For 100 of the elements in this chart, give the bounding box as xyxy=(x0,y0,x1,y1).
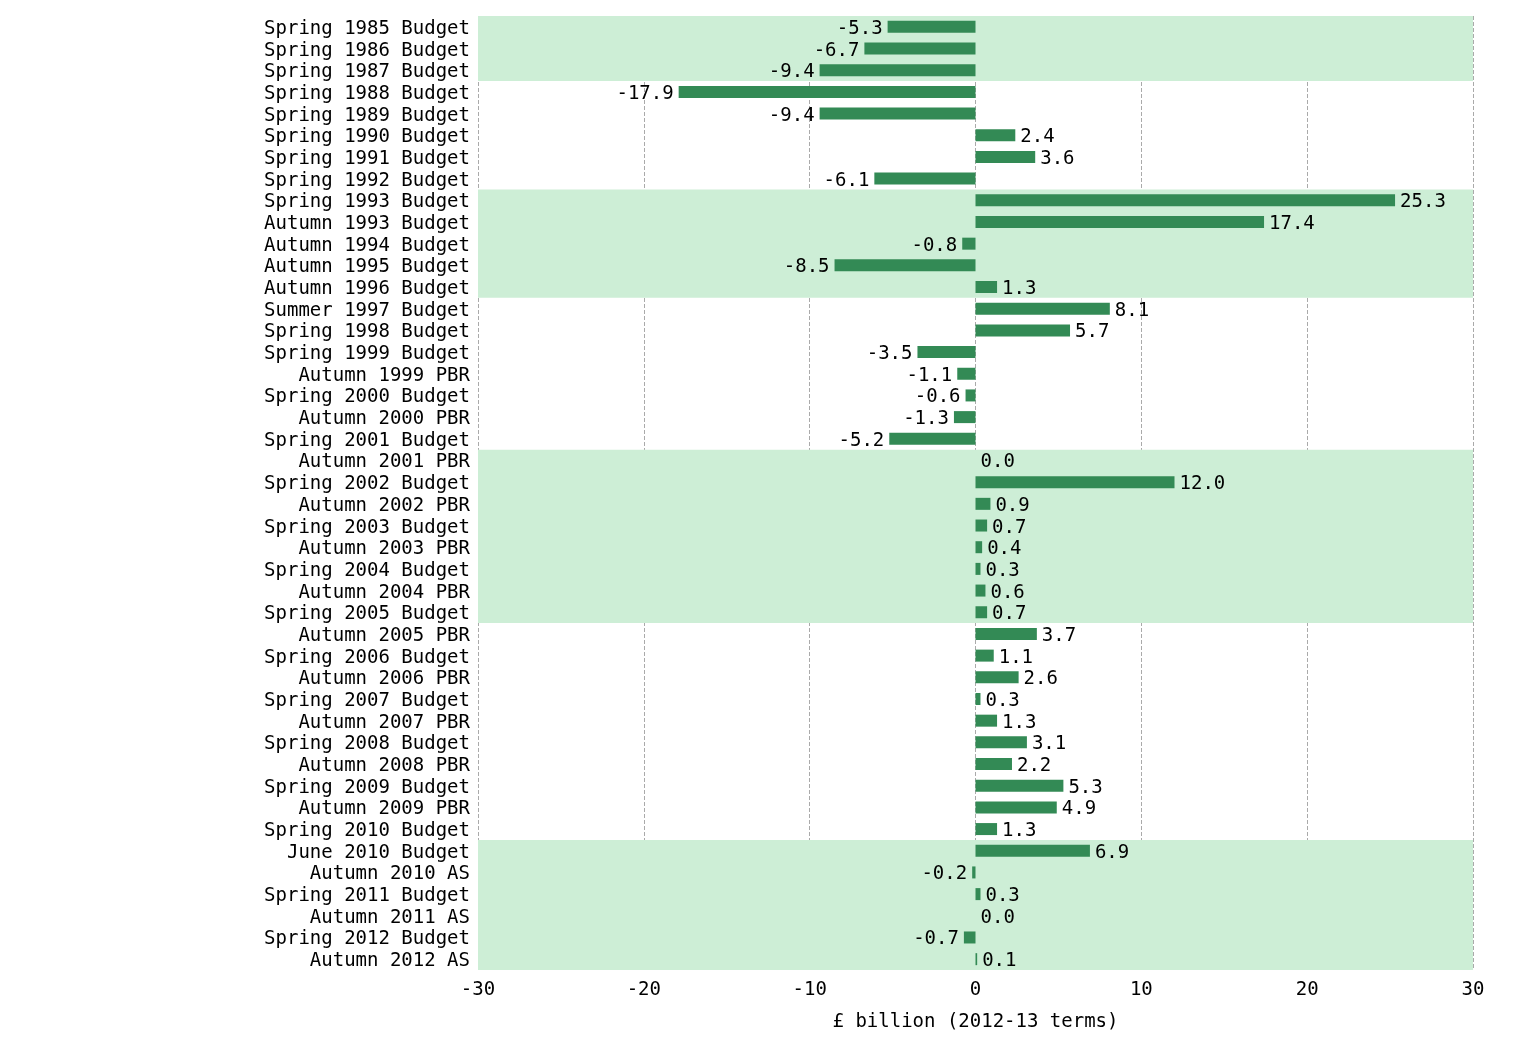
y-tick-label: Autumn 1995 Budget xyxy=(264,254,470,277)
data-label: 0.0 xyxy=(980,449,1015,472)
y-tick-label: Autumn 2007 PBR xyxy=(298,709,471,732)
x-axis-title: £ billion (2012-13 terms) xyxy=(832,1008,1119,1031)
x-tick-label: -20 xyxy=(626,976,661,999)
data-label: 0.6 xyxy=(990,579,1025,602)
y-tick-label: Spring 1989 Budget xyxy=(264,102,470,125)
bar xyxy=(975,302,1110,315)
y-tick-label: Autumn 2001 PBR xyxy=(298,449,471,472)
data-label: 0.3 xyxy=(985,687,1020,710)
data-label: -8.5 xyxy=(783,254,830,277)
data-label: -0.8 xyxy=(911,232,958,255)
y-tick-label: Spring 1993 Budget xyxy=(264,189,470,212)
data-label: 5.3 xyxy=(1068,774,1103,797)
y-tick-label: Spring 1990 Budget xyxy=(264,124,470,147)
data-label: 4.9 xyxy=(1061,796,1097,819)
data-label: 1.3 xyxy=(1002,818,1037,841)
data-label: -17.9 xyxy=(616,80,674,103)
y-tick-label: Autumn 1996 Budget xyxy=(264,276,470,299)
data-label: -0.6 xyxy=(914,384,961,407)
y-tick-label: Autumn 2003 PBR xyxy=(298,536,471,559)
data-label: -3.5 xyxy=(866,341,913,364)
bar xyxy=(975,823,998,836)
bar xyxy=(975,150,1036,163)
data-label: 0.0 xyxy=(980,904,1015,927)
y-tick-label: Spring 1991 Budget xyxy=(264,145,470,168)
data-label: 0.3 xyxy=(985,883,1020,906)
bar xyxy=(889,432,976,445)
bar xyxy=(975,844,1090,857)
x-tick-label: 20 xyxy=(1295,976,1319,999)
y-tick-label: Spring 1985 Budget xyxy=(264,15,470,38)
y-tick-label: Autumn 2011 AS xyxy=(309,904,470,927)
y-tick-label: Spring 2004 Budget xyxy=(264,557,470,580)
bar xyxy=(975,215,1265,228)
data-label: -9.4 xyxy=(768,102,815,125)
y-tick-label: Autumn 2002 PBR xyxy=(298,492,471,515)
bar xyxy=(678,85,976,98)
data-label: 8.1 xyxy=(1114,297,1150,320)
y-tick-label: Spring 1992 Budget xyxy=(264,167,470,190)
y-tick-label: Spring 2010 Budget xyxy=(264,818,470,841)
data-label: 0.3 xyxy=(985,557,1020,580)
data-label: 0.4 xyxy=(987,536,1022,559)
data-label: 1.3 xyxy=(1002,276,1037,299)
y-tick-label: Autumn 2012 AS xyxy=(309,948,470,971)
y-tick-label: Spring 1999 Budget xyxy=(264,341,470,364)
bar xyxy=(975,519,988,532)
bar xyxy=(975,714,998,727)
bar xyxy=(975,779,1064,792)
data-label: -0.2 xyxy=(921,861,968,884)
data-label: -6.7 xyxy=(813,37,860,60)
data-label: 3.7 xyxy=(1041,622,1077,645)
data-label: 1.1 xyxy=(998,644,1034,667)
y-tick-label: Autumn 2006 PBR xyxy=(298,666,471,689)
bar xyxy=(957,367,976,380)
y-tick-label: Autumn 2008 PBR xyxy=(298,753,471,776)
y-tick-label: Autumn 2010 AS xyxy=(309,861,470,884)
y-tick-label: Autumn 2009 PBR xyxy=(298,796,471,819)
bar xyxy=(975,649,994,662)
data-label: 25.3 xyxy=(1400,189,1446,212)
bar xyxy=(917,346,976,359)
x-tick-label: -30 xyxy=(460,976,496,999)
data-label: -9.4 xyxy=(768,59,815,82)
y-tick-label: Spring 2005 Budget xyxy=(264,601,470,624)
bar xyxy=(962,237,976,250)
data-label: 5.7 xyxy=(1075,319,1110,342)
data-label: 0.7 xyxy=(992,514,1027,537)
y-tick-label: Autumn 1993 Budget xyxy=(264,210,470,233)
bar xyxy=(975,476,1175,489)
y-tick-label: Autumn 2000 PBR xyxy=(298,406,471,429)
y-tick-label: Summer 1997 Budget xyxy=(264,297,470,320)
data-label: 2.4 xyxy=(1020,124,1055,147)
bar xyxy=(965,389,976,402)
bar xyxy=(975,497,991,510)
bar xyxy=(975,541,983,554)
y-tick-label: Spring 1988 Budget xyxy=(264,80,470,103)
data-label: 2.6 xyxy=(1023,666,1058,689)
y-tick-label: Spring 2002 Budget xyxy=(264,471,470,494)
data-label: 17.4 xyxy=(1269,210,1315,233)
bar xyxy=(887,20,976,33)
y-tick-label: Spring 2008 Budget xyxy=(264,731,470,754)
bar xyxy=(975,627,1037,640)
bar xyxy=(975,801,1057,814)
y-tick-label: Autumn 1994 Budget xyxy=(264,232,470,255)
data-label: 6.9 xyxy=(1094,839,1130,862)
bar xyxy=(819,64,976,77)
y-tick-label: Spring 2006 Budget xyxy=(264,644,470,667)
bar xyxy=(975,129,1016,142)
data-label: 1.3 xyxy=(1002,709,1037,732)
bar xyxy=(975,736,1027,749)
data-label: -1.1 xyxy=(906,362,953,385)
y-tick-label: Spring 1986 Budget xyxy=(264,37,470,60)
y-tick-label: Spring 2003 Budget xyxy=(264,514,470,537)
data-label: -6.1 xyxy=(823,167,870,190)
data-label: 0.1 xyxy=(982,948,1017,971)
bar xyxy=(975,671,1019,684)
y-tick-label: Spring 1987 Budget xyxy=(264,59,470,82)
y-tick-label: Spring 2000 Budget xyxy=(264,384,470,407)
bar xyxy=(975,606,988,619)
data-label: -0.7 xyxy=(913,926,959,949)
y-tick-label: Spring 1998 Budget xyxy=(264,319,470,342)
